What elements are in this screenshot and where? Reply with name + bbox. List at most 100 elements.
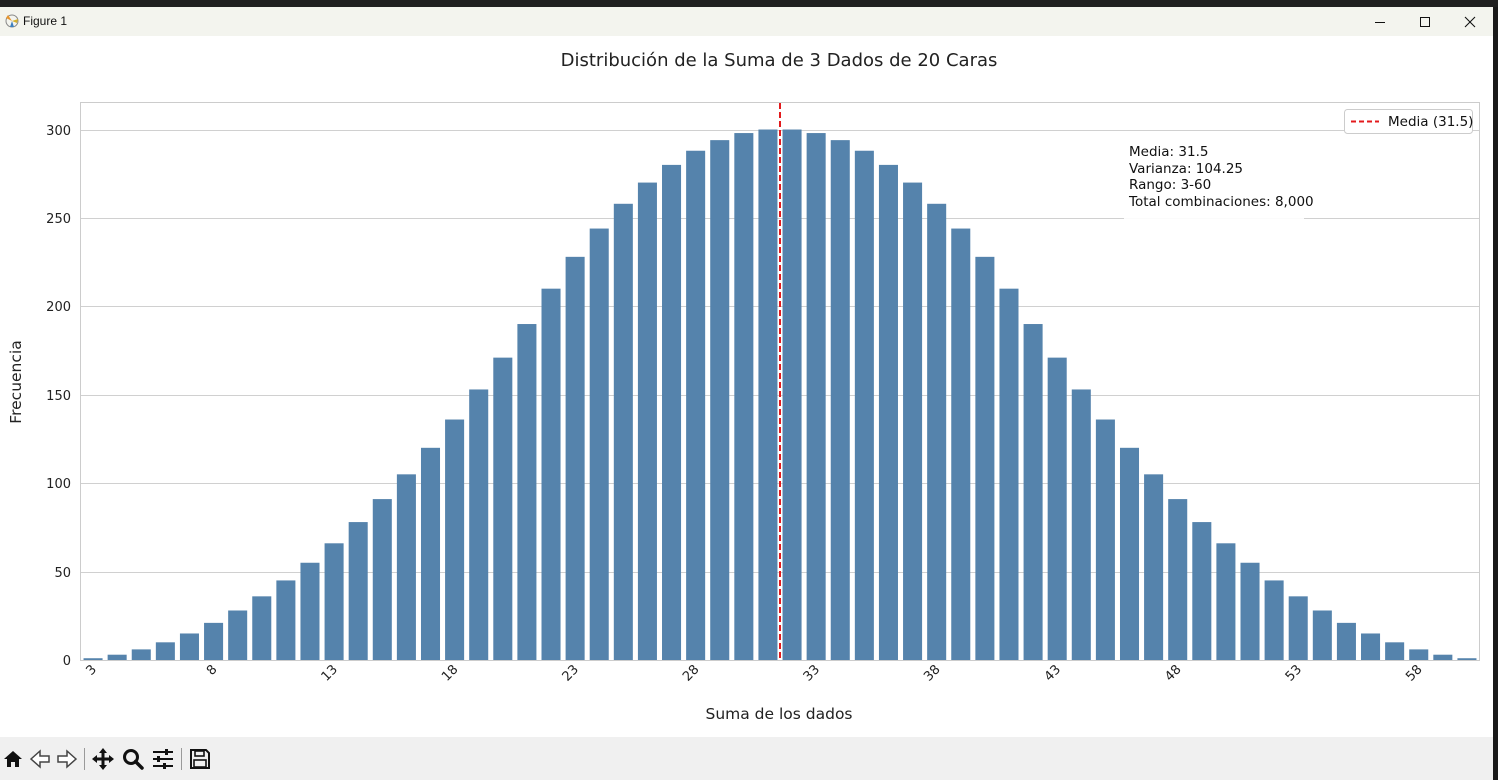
bar: [1312, 610, 1332, 660]
bar: [83, 658, 103, 660]
bar: [1216, 543, 1236, 660]
bar: [686, 150, 706, 660]
save-icon: [190, 749, 210, 769]
bar: [324, 543, 344, 660]
bar: [613, 203, 633, 661]
bar: [1409, 649, 1429, 660]
toolbar-separator: [181, 748, 182, 770]
minimize-button[interactable]: [1357, 7, 1403, 36]
bar: [1192, 522, 1212, 660]
bar: [999, 288, 1019, 660]
legend-entry-mean: Media (31.5): [1388, 114, 1473, 130]
bar: [348, 522, 368, 660]
bar: [806, 133, 826, 660]
home-icon: [4, 751, 22, 767]
bar: [758, 129, 778, 660]
bar: [1071, 389, 1091, 660]
bar: [637, 182, 657, 660]
bar: [420, 447, 441, 660]
x-tick-label: 38: [921, 662, 943, 684]
maximize-button[interactable]: [1402, 7, 1448, 36]
close-button[interactable]: [1447, 7, 1493, 36]
y-tick-label: 250: [46, 212, 71, 227]
histogram-chart: Distribución de la Suma de 3 Dados de 20…: [7, 50, 1480, 723]
taskbar-strip: [0, 0, 1498, 7]
pan-icon: [92, 748, 114, 770]
y-tick-label: 200: [46, 300, 71, 315]
toolbar-separator: [84, 748, 85, 770]
x-tick-label: 48: [1162, 662, 1184, 684]
stats-line-total: Total combinaciones: 8,000: [1128, 194, 1314, 210]
bar: [975, 256, 995, 660]
y-tick-label: 150: [46, 389, 71, 404]
bar: [878, 164, 898, 660]
x-tick-label: 3: [83, 662, 99, 678]
bar: [710, 140, 730, 660]
x-tick-label: 33: [801, 662, 823, 684]
configure-subplots-button[interactable]: [150, 746, 176, 772]
bar: [565, 256, 585, 660]
zoom-icon: [123, 749, 144, 770]
bar: [1288, 596, 1308, 660]
bar: [830, 140, 850, 660]
bar: [1119, 447, 1140, 660]
navigation-toolbar: [0, 737, 1493, 780]
bar: [734, 133, 754, 660]
close-icon: [1464, 16, 1476, 27]
stats-box: Media: 31.5 Varianza: 104.25 Rango: 3-60…: [1124, 132, 1314, 220]
forward-icon: [57, 749, 78, 769]
stats-line-range: Rango: 3-60: [1129, 177, 1211, 193]
home-button[interactable]: [0, 746, 26, 772]
bar: [155, 642, 175, 660]
bar: [1095, 419, 1115, 660]
figure-canvas: Distribución de la Suma de 3 Dados de 20…: [0, 36, 1493, 737]
forward-button[interactable]: [54, 746, 80, 772]
bar: [517, 324, 537, 660]
bar: [782, 129, 802, 660]
y-tick-label: 50: [54, 566, 71, 581]
chart-title: Distribución de la Suma de 3 Dados de 20…: [561, 50, 998, 71]
bar: [1047, 357, 1067, 660]
bar: [1168, 499, 1188, 660]
x-axis-label: Suma de los dados: [705, 705, 852, 723]
bar: [1240, 562, 1260, 660]
bar: [854, 150, 874, 660]
bar: [131, 649, 151, 660]
bar: [1433, 654, 1453, 660]
x-tick-label: 58: [1403, 662, 1425, 684]
figure-window: Figure 1 Distribución de la Suma de 3 Da…: [0, 7, 1493, 780]
x-tick-label: 53: [1283, 662, 1305, 684]
maximize-icon: [1420, 16, 1430, 27]
bar: [300, 562, 320, 660]
bar: [1336, 622, 1356, 660]
bar: [445, 419, 465, 660]
bar: [228, 610, 248, 660]
bar: [1361, 633, 1381, 660]
bar: [541, 288, 561, 660]
bar: [1457, 658, 1477, 660]
x-tick-label: 23: [560, 662, 582, 684]
bar: [179, 633, 199, 660]
bar: [469, 389, 489, 660]
minimize-icon: [1375, 21, 1385, 23]
bar: [1023, 324, 1043, 660]
pan-button[interactable]: [90, 746, 116, 772]
bar: [951, 228, 971, 661]
matplotlib-logo-icon: [5, 14, 19, 28]
back-button[interactable]: [27, 746, 53, 772]
x-tick-label: 28: [680, 662, 702, 684]
stats-line-variance: Varianza: 104.25: [1129, 161, 1243, 177]
title-bar: Figure 1: [0, 7, 1493, 36]
y-tick-label: 300: [46, 124, 71, 139]
save-button[interactable]: [187, 746, 213, 772]
zoom-button[interactable]: [120, 746, 146, 772]
bar: [252, 596, 272, 660]
x-tick-label: 13: [319, 662, 341, 684]
bar: [107, 654, 127, 660]
legend: Media (31.5): [1344, 109, 1473, 134]
bar: [372, 499, 392, 660]
bar: [1144, 474, 1164, 660]
bar: [903, 182, 923, 660]
y-axis-label: Frecuencia: [7, 340, 25, 423]
bar: [1264, 580, 1284, 660]
